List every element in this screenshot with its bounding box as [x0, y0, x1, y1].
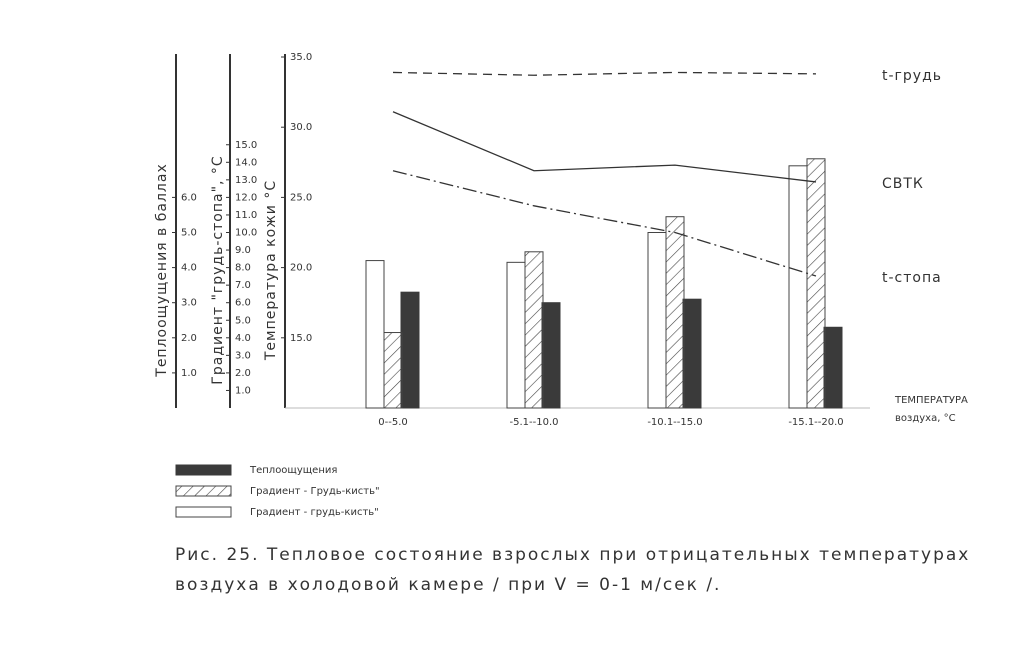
legend-label: Градиент - Грудь-кисть": [250, 486, 380, 497]
y2-tick-label: 11.0: [235, 210, 257, 221]
legend-swatch: [175, 485, 232, 497]
bar: [541, 302, 561, 409]
legend-label: Теплоощущения: [249, 465, 337, 476]
y3-tick-label: 35.0: [290, 52, 312, 63]
y-axis-title: Теплоощущения в баллах: [154, 163, 170, 377]
y2-tick-label: 9.0: [235, 245, 251, 256]
bar: [365, 260, 385, 409]
bar: [524, 251, 544, 409]
y2-tick-label: 2.0: [235, 368, 251, 379]
y2-tick-label: 1.0: [235, 385, 251, 396]
caption: воздуха в холодовой камере / при V = 0-1…: [175, 575, 721, 595]
x-tick-label: -15.1--20.0: [788, 417, 843, 428]
bar: [788, 165, 808, 409]
x-axis-title: ТЕМПЕРАТУРА: [894, 395, 968, 406]
line-label: t-грудь: [882, 68, 942, 84]
y2-tick-label: 15.0: [235, 140, 257, 151]
y-tick-label: 2.0: [181, 333, 197, 344]
y2-tick-label: 14.0: [235, 157, 257, 168]
y3-tick-label: 25.0: [290, 192, 312, 203]
line-label: СВТК: [882, 176, 924, 192]
x-tick-label: -10.1--15.0: [647, 417, 702, 428]
y2-axis-title: Градиент "грудь-стопа", °С: [210, 155, 226, 384]
bar: [806, 158, 826, 409]
y2-tick-label: 8.0: [235, 263, 251, 274]
y3-tick-label: 15.0: [290, 333, 312, 344]
bar: [400, 291, 420, 409]
y2-tick-label: 4.0: [235, 333, 251, 344]
y2-tick-label: 6.0: [235, 298, 251, 309]
y2-tick-label: 12.0: [235, 192, 257, 203]
bar: [506, 261, 526, 409]
y3-tick-label: 30.0: [290, 122, 312, 133]
legend-swatch: [175, 506, 232, 518]
bar: [682, 298, 702, 409]
y3-tick-label: 20.0: [290, 263, 312, 274]
y2-tick-label: 5.0: [235, 315, 251, 326]
y-tick-label: 6.0: [181, 192, 197, 203]
bar: [823, 326, 843, 409]
y-tick-label: 5.0: [181, 228, 197, 239]
line: [392, 71, 817, 76]
bar: [647, 232, 667, 409]
x-axis-title: воздуха, °С: [895, 413, 956, 424]
legend-label: Градиент - грудь-кисть": [250, 507, 379, 518]
y3-axis-title: Температура кожи °С: [263, 180, 279, 361]
y2-tick-label: 7.0: [235, 280, 251, 291]
line: [392, 170, 817, 277]
bar: [665, 216, 685, 409]
x-tick-label: -5.1--10.0: [510, 417, 559, 428]
y-tick-label: 3.0: [181, 298, 197, 309]
y-tick-label: 4.0: [181, 263, 197, 274]
legend-swatch: [175, 464, 232, 476]
y-tick-label: 1.0: [181, 368, 197, 379]
y2-tick-label: 3.0: [235, 350, 251, 361]
bar: [383, 332, 403, 409]
line: [392, 111, 817, 183]
y2-tick-label: 13.0: [235, 175, 257, 186]
caption: Рис. 25. Тепловое состояние взрослых при…: [175, 545, 970, 565]
line-label: t-стопа: [882, 270, 942, 286]
x-tick-label: 0--5.0: [378, 417, 407, 428]
y2-tick-label: 10.0: [235, 228, 257, 239]
